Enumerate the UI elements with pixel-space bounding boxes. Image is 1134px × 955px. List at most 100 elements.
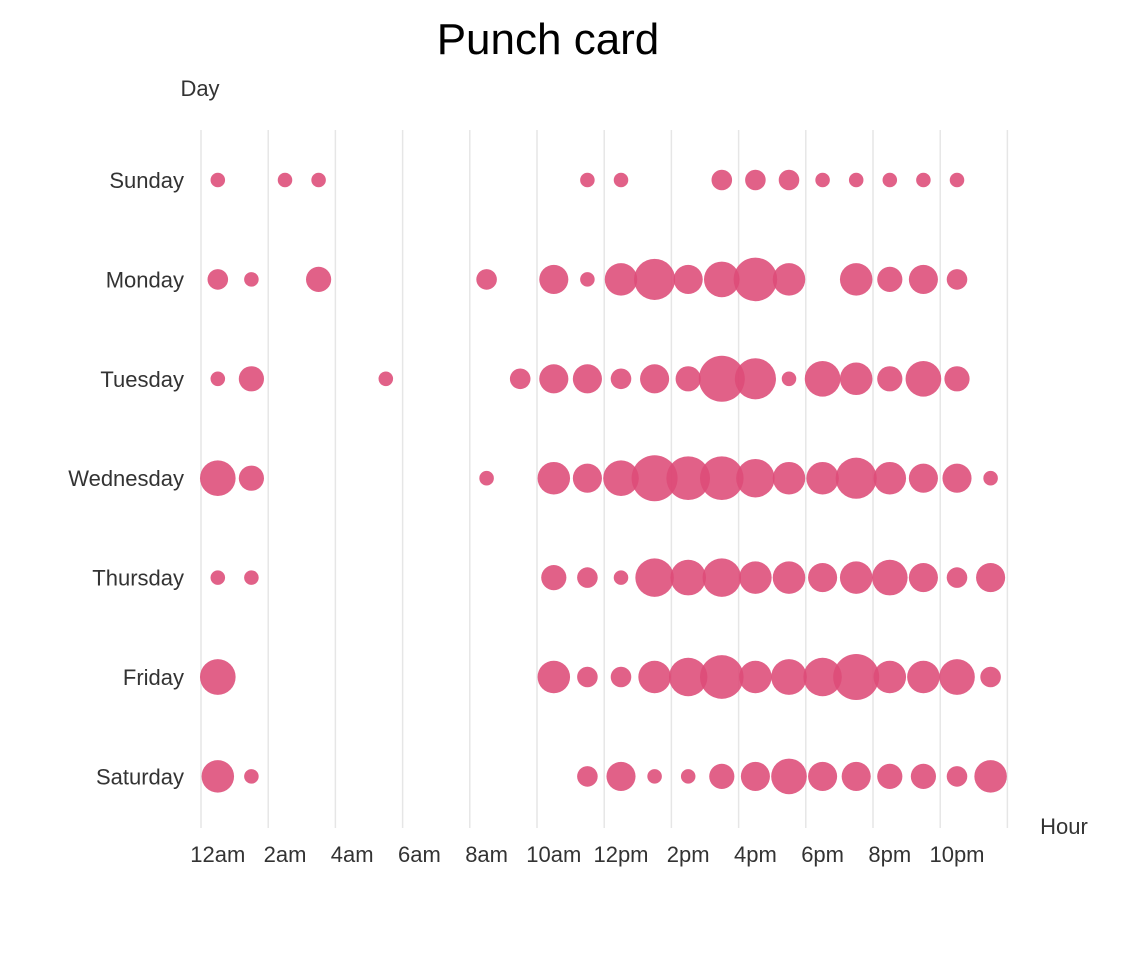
punch-bubble	[539, 364, 569, 394]
punch-bubble	[976, 563, 1006, 593]
punch-bubble	[781, 371, 797, 387]
punch-bubble	[640, 364, 670, 394]
day-label: Sunday	[109, 168, 184, 193]
punch-bubble	[479, 470, 494, 486]
x-tick-label: 6pm	[801, 842, 844, 867]
day-label: Wednesday	[68, 466, 184, 491]
punch-bubble	[709, 763, 735, 790]
chart-title: Punch card	[437, 15, 660, 64]
day-label: Monday	[106, 267, 184, 292]
punch-bubble	[613, 570, 629, 585]
punch-bubble	[839, 263, 873, 296]
punch-bubble	[675, 366, 701, 392]
punch-bubble	[848, 172, 864, 188]
punch-bubble	[980, 666, 1001, 688]
punch-bubble	[803, 657, 842, 697]
punch-bubble	[908, 563, 938, 593]
punch-bubble	[244, 272, 259, 287]
punch-bubble	[771, 758, 807, 795]
punch-bubble	[244, 769, 259, 784]
punch-bubble	[873, 660, 907, 694]
punch-bubble	[808, 761, 838, 791]
punch-bubble	[572, 463, 602, 493]
day-label: Friday	[123, 665, 184, 690]
punch-bubble	[833, 654, 880, 700]
punch-bubble	[613, 172, 629, 188]
punch-bubble	[577, 666, 598, 688]
punch-bubble	[580, 172, 595, 188]
punch-bubble	[873, 461, 907, 495]
punch-bubble	[666, 456, 711, 501]
punch-bubble	[210, 570, 226, 585]
punch-bubble	[877, 366, 903, 392]
punch-bubble	[199, 659, 236, 695]
punch-bubble	[839, 362, 873, 396]
x-tick-label: 8pm	[868, 842, 911, 867]
punch-bubble	[808, 563, 838, 593]
punch-bubble	[907, 660, 940, 694]
punch-bubble	[610, 368, 632, 390]
punch-bubble	[815, 172, 830, 188]
punch-bubble	[577, 766, 598, 787]
punch-bubble	[606, 761, 636, 791]
punch-bubble	[739, 561, 772, 594]
punch-bubble	[201, 760, 235, 793]
punch-bubble	[882, 172, 898, 188]
punch-bubble	[277, 172, 293, 188]
punch-bubble	[835, 457, 877, 499]
punch-bubble	[210, 172, 226, 188]
punch-bubble	[604, 263, 638, 296]
punch-bubble	[734, 358, 776, 400]
punch-bubble	[946, 269, 968, 290]
punch-bubble	[778, 169, 800, 191]
punch-bubble	[711, 169, 733, 191]
punch-bubble	[699, 456, 744, 501]
punch-bubble	[702, 558, 742, 597]
punch-bubble	[635, 558, 674, 597]
punch-bubble	[647, 769, 662, 784]
x-axis-title: Hour	[1040, 814, 1088, 839]
punch-bubble	[739, 660, 772, 694]
x-tick-label: 4pm	[734, 842, 777, 867]
x-tick-label: 2pm	[667, 842, 710, 867]
x-tick-label: 8am	[465, 842, 508, 867]
punch-bubble	[772, 561, 806, 594]
punch-bubble	[634, 258, 676, 300]
punch-bubble	[238, 366, 264, 392]
punch-bubble	[541, 565, 567, 591]
punch-bubble	[908, 264, 938, 294]
punch-bubble	[745, 169, 766, 191]
x-tick-label: 6am	[398, 842, 441, 867]
punch-bubble	[238, 465, 264, 491]
punch-bubble	[537, 660, 571, 694]
x-tick-label: 2am	[264, 842, 307, 867]
punch-bubble	[603, 460, 639, 497]
punch-bubble	[910, 763, 937, 790]
punch-bubble	[871, 559, 908, 596]
punch-bubble	[306, 266, 332, 292]
x-tick-label: 4am	[331, 842, 374, 867]
punch-bubble	[944, 366, 970, 392]
y-axis-title: Day	[180, 76, 219, 101]
punch-bubble	[974, 760, 1007, 793]
punch-bubble	[244, 570, 259, 585]
grid-layer	[200, 130, 1009, 828]
punch-bubble	[207, 269, 229, 290]
punch-bubble	[949, 172, 965, 188]
x-tick-label: 12am	[190, 842, 245, 867]
punch-bubble	[916, 172, 931, 188]
punch-bubble	[210, 371, 226, 387]
punch-bubble	[939, 659, 975, 695]
punch-bubble	[610, 666, 632, 688]
punch-bubble	[736, 458, 775, 498]
x-tick-labels: 12am 2am 4am 6am 8am 10am 12pm 2pm 4pm 6pm 8pm 10pm	[190, 842, 984, 867]
punch-bubble	[772, 461, 806, 495]
punch-bubble	[841, 761, 871, 791]
punch-bubble	[908, 463, 938, 493]
punch-bubble	[311, 172, 326, 188]
punch-bubble	[771, 659, 807, 695]
punch-bubble	[670, 559, 707, 596]
punch-bubble	[631, 455, 678, 502]
